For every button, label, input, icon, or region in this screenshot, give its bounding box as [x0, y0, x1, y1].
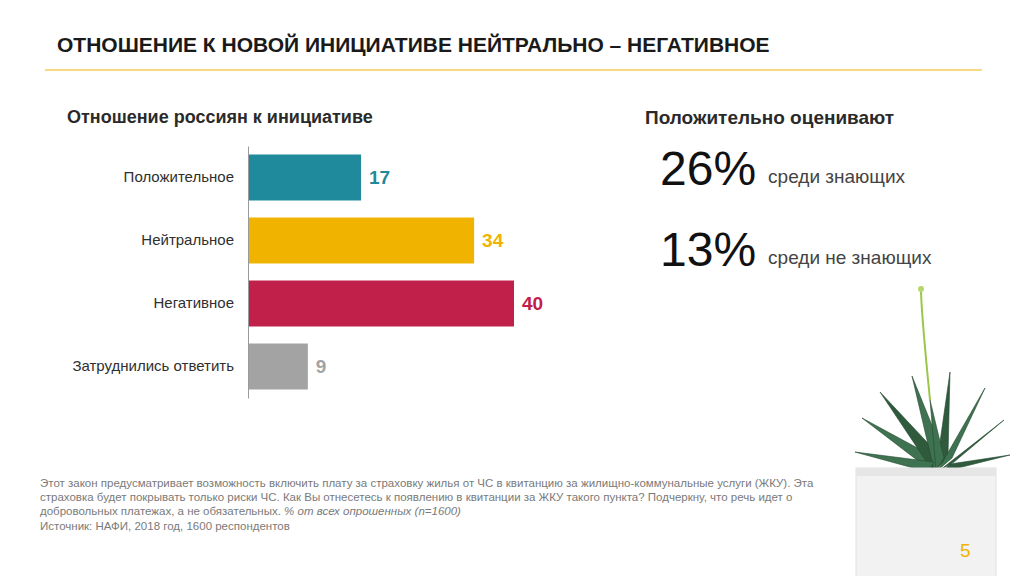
slide: ОТНОШЕНИЕ К НОВОЙ ИНИЦИАТИВЕ НЕЙТРАЛЬНО …	[0, 0, 1024, 576]
header-rule	[45, 69, 982, 70]
bar	[248, 344, 308, 390]
plant-leaf	[930, 400, 944, 470]
axis-line	[248, 147, 249, 399]
plant-pot	[856, 468, 996, 576]
category-label: Положительное	[124, 168, 234, 185]
bar	[248, 155, 361, 201]
page-number: 5	[960, 540, 971, 561]
tick: Негативное	[153, 294, 248, 311]
category-label: Негативное	[153, 294, 234, 311]
slide-title: ОТНОШЕНИЕ К НОВОЙ ИНИЦИАТИВЕ НЕЙТРАЛЬНО …	[57, 33, 770, 56]
stat-label: среди не знающих	[768, 247, 932, 268]
stat-label: среди знающих	[768, 166, 905, 187]
stat-value: 13%	[660, 223, 756, 276]
category-label: Затруднились ответить	[72, 357, 234, 374]
plant-stem	[921, 292, 930, 400]
chart-title: Отношение россиян к инициативе	[67, 107, 373, 127]
side-title: Положительно оценивают	[645, 107, 894, 128]
plant-pot-rim	[856, 468, 996, 476]
footnote-source: Источник: НАФИ, 2018 год, 1600 респонден…	[40, 519, 830, 533]
data-labels: 17 34 40 9	[316, 167, 543, 377]
bar	[248, 218, 474, 264]
bar	[248, 281, 514, 327]
tick: Положительное	[124, 168, 248, 185]
tick: Нейтральное	[141, 231, 248, 248]
spacer	[281, 505, 284, 517]
data-label: 17	[369, 167, 390, 188]
category-label: Нейтральное	[141, 231, 234, 248]
stat-value: 26%	[660, 142, 756, 195]
category-axis: Положительное Нейтральное Негативное Затруд…	[72, 147, 248, 399]
plant-decoration	[855, 286, 1010, 576]
plant-bud	[918, 286, 924, 292]
data-label: 40	[522, 293, 543, 314]
data-label: 34	[482, 230, 504, 251]
plant-leaf	[938, 388, 985, 470]
footnote-base: % от всех опрошенных (n=1600)	[284, 505, 461, 517]
bars	[248, 155, 514, 390]
tick: Затруднились ответить	[72, 357, 248, 374]
plant-leaf	[912, 376, 944, 470]
data-label: 9	[316, 356, 327, 377]
footnote: Этот закон предусматривает возможность в…	[40, 476, 830, 518]
